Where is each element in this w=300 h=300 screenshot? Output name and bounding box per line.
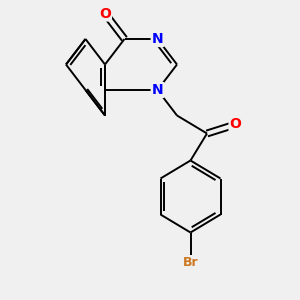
Text: O: O (230, 118, 242, 131)
Text: Br: Br (183, 256, 198, 269)
Text: N: N (152, 83, 163, 97)
Text: O: O (99, 7, 111, 20)
Text: N: N (152, 32, 163, 46)
